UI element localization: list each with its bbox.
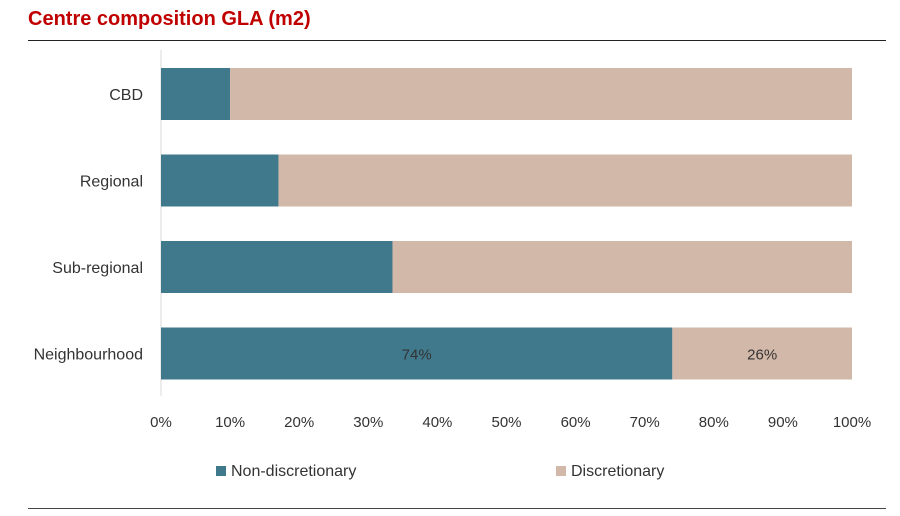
x-tick-label: 100% — [833, 414, 871, 431]
x-tick-label: 60% — [561, 414, 591, 431]
bar-regional-non-discretionary — [161, 154, 279, 207]
x-tick-label: 70% — [630, 414, 660, 431]
bottom-divider — [28, 508, 886, 509]
x-tick-label: 50% — [491, 414, 521, 431]
bar-regional-discretionary — [278, 154, 853, 207]
bar-sub-regional-discretionary — [392, 241, 852, 293]
bar-sub-regional-non-discretionary — [161, 241, 393, 293]
bar-cbd-non-discretionary — [161, 68, 231, 120]
category-label: CBD — [109, 87, 143, 104]
x-tick-label: 80% — [699, 414, 729, 431]
x-tick-label: 0% — [150, 414, 172, 431]
bar-neighbourhood-non-discretionary — [161, 327, 673, 380]
category-label: Neighbourhood — [34, 347, 143, 364]
x-tick-label: 10% — [215, 414, 245, 431]
legend-label: Non-discretionary — [231, 463, 356, 480]
tick-labels-group: 0% 10% 20% 30% 40% 50% 60% 70% 80% 90% 100% — [150, 414, 871, 431]
data-label: 74% — [402, 347, 432, 364]
bars-group — [161, 68, 853, 380]
x-tick-label: 30% — [353, 414, 383, 431]
data-labels-group: 74% 26% — [402, 347, 778, 364]
x-tick-label: 20% — [284, 414, 314, 431]
data-label: 26% — [747, 347, 777, 364]
x-tick-label: 40% — [422, 414, 452, 431]
chart-title: Centre composition GLA (m2) — [28, 8, 311, 30]
category-labels-group: CBD Regional Sub-regional Neighbourhood — [34, 87, 143, 364]
category-label: Regional — [80, 174, 143, 191]
legend-swatch — [216, 466, 226, 476]
x-tick-label: 90% — [768, 414, 798, 431]
bar-neighbourhood-discretionary — [672, 327, 852, 380]
legend-swatch — [556, 466, 566, 476]
legend-label: Discretionary — [571, 463, 664, 480]
category-label: Sub-regional — [52, 260, 143, 277]
bar-cbd-discretionary — [230, 68, 853, 120]
legend-group: Non-discretionary Discretionary — [216, 463, 664, 480]
top-divider — [28, 40, 886, 41]
